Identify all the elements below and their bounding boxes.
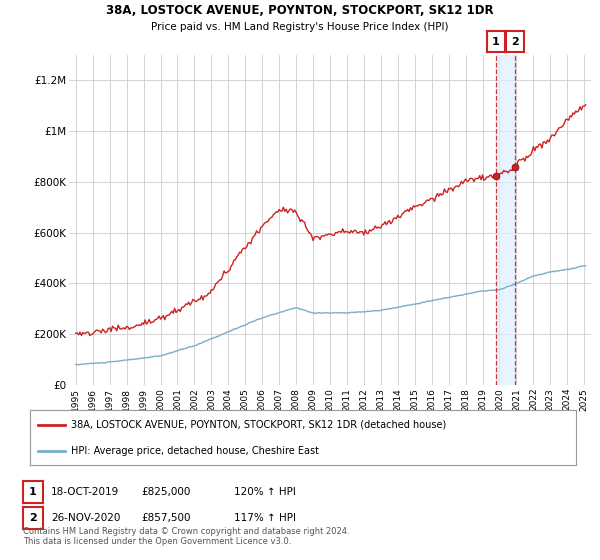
Text: 38A, LOSTOCK AVENUE, POYNTON, STOCKPORT, SK12 1DR: 38A, LOSTOCK AVENUE, POYNTON, STOCKPORT,… [106,4,494,17]
Text: 120% ↑ HPI: 120% ↑ HPI [234,487,296,497]
Text: Price paid vs. HM Land Registry's House Price Index (HPI): Price paid vs. HM Land Registry's House … [151,22,449,32]
Text: 2: 2 [29,513,37,523]
Text: 1: 1 [29,487,37,497]
Text: HPI: Average price, detached house, Cheshire East: HPI: Average price, detached house, Ches… [71,446,319,456]
Text: 26-NOV-2020: 26-NOV-2020 [51,513,121,523]
Text: 18-OCT-2019: 18-OCT-2019 [51,487,119,497]
Text: £857,500: £857,500 [141,513,191,523]
Bar [496,55,515,385]
Text: 1: 1 [492,36,500,46]
Text: Contains HM Land Registry data © Crown copyright and database right 2024.
This d: Contains HM Land Registry data © Crown c… [23,526,349,546]
Text: £825,000: £825,000 [141,487,190,497]
Text: 2: 2 [511,36,518,46]
Text: 117% ↑ HPI: 117% ↑ HPI [234,513,296,523]
Text: 38A, LOSTOCK AVENUE, POYNTON, STOCKPORT, SK12 1DR (detached house): 38A, LOSTOCK AVENUE, POYNTON, STOCKPORT,… [71,420,446,430]
